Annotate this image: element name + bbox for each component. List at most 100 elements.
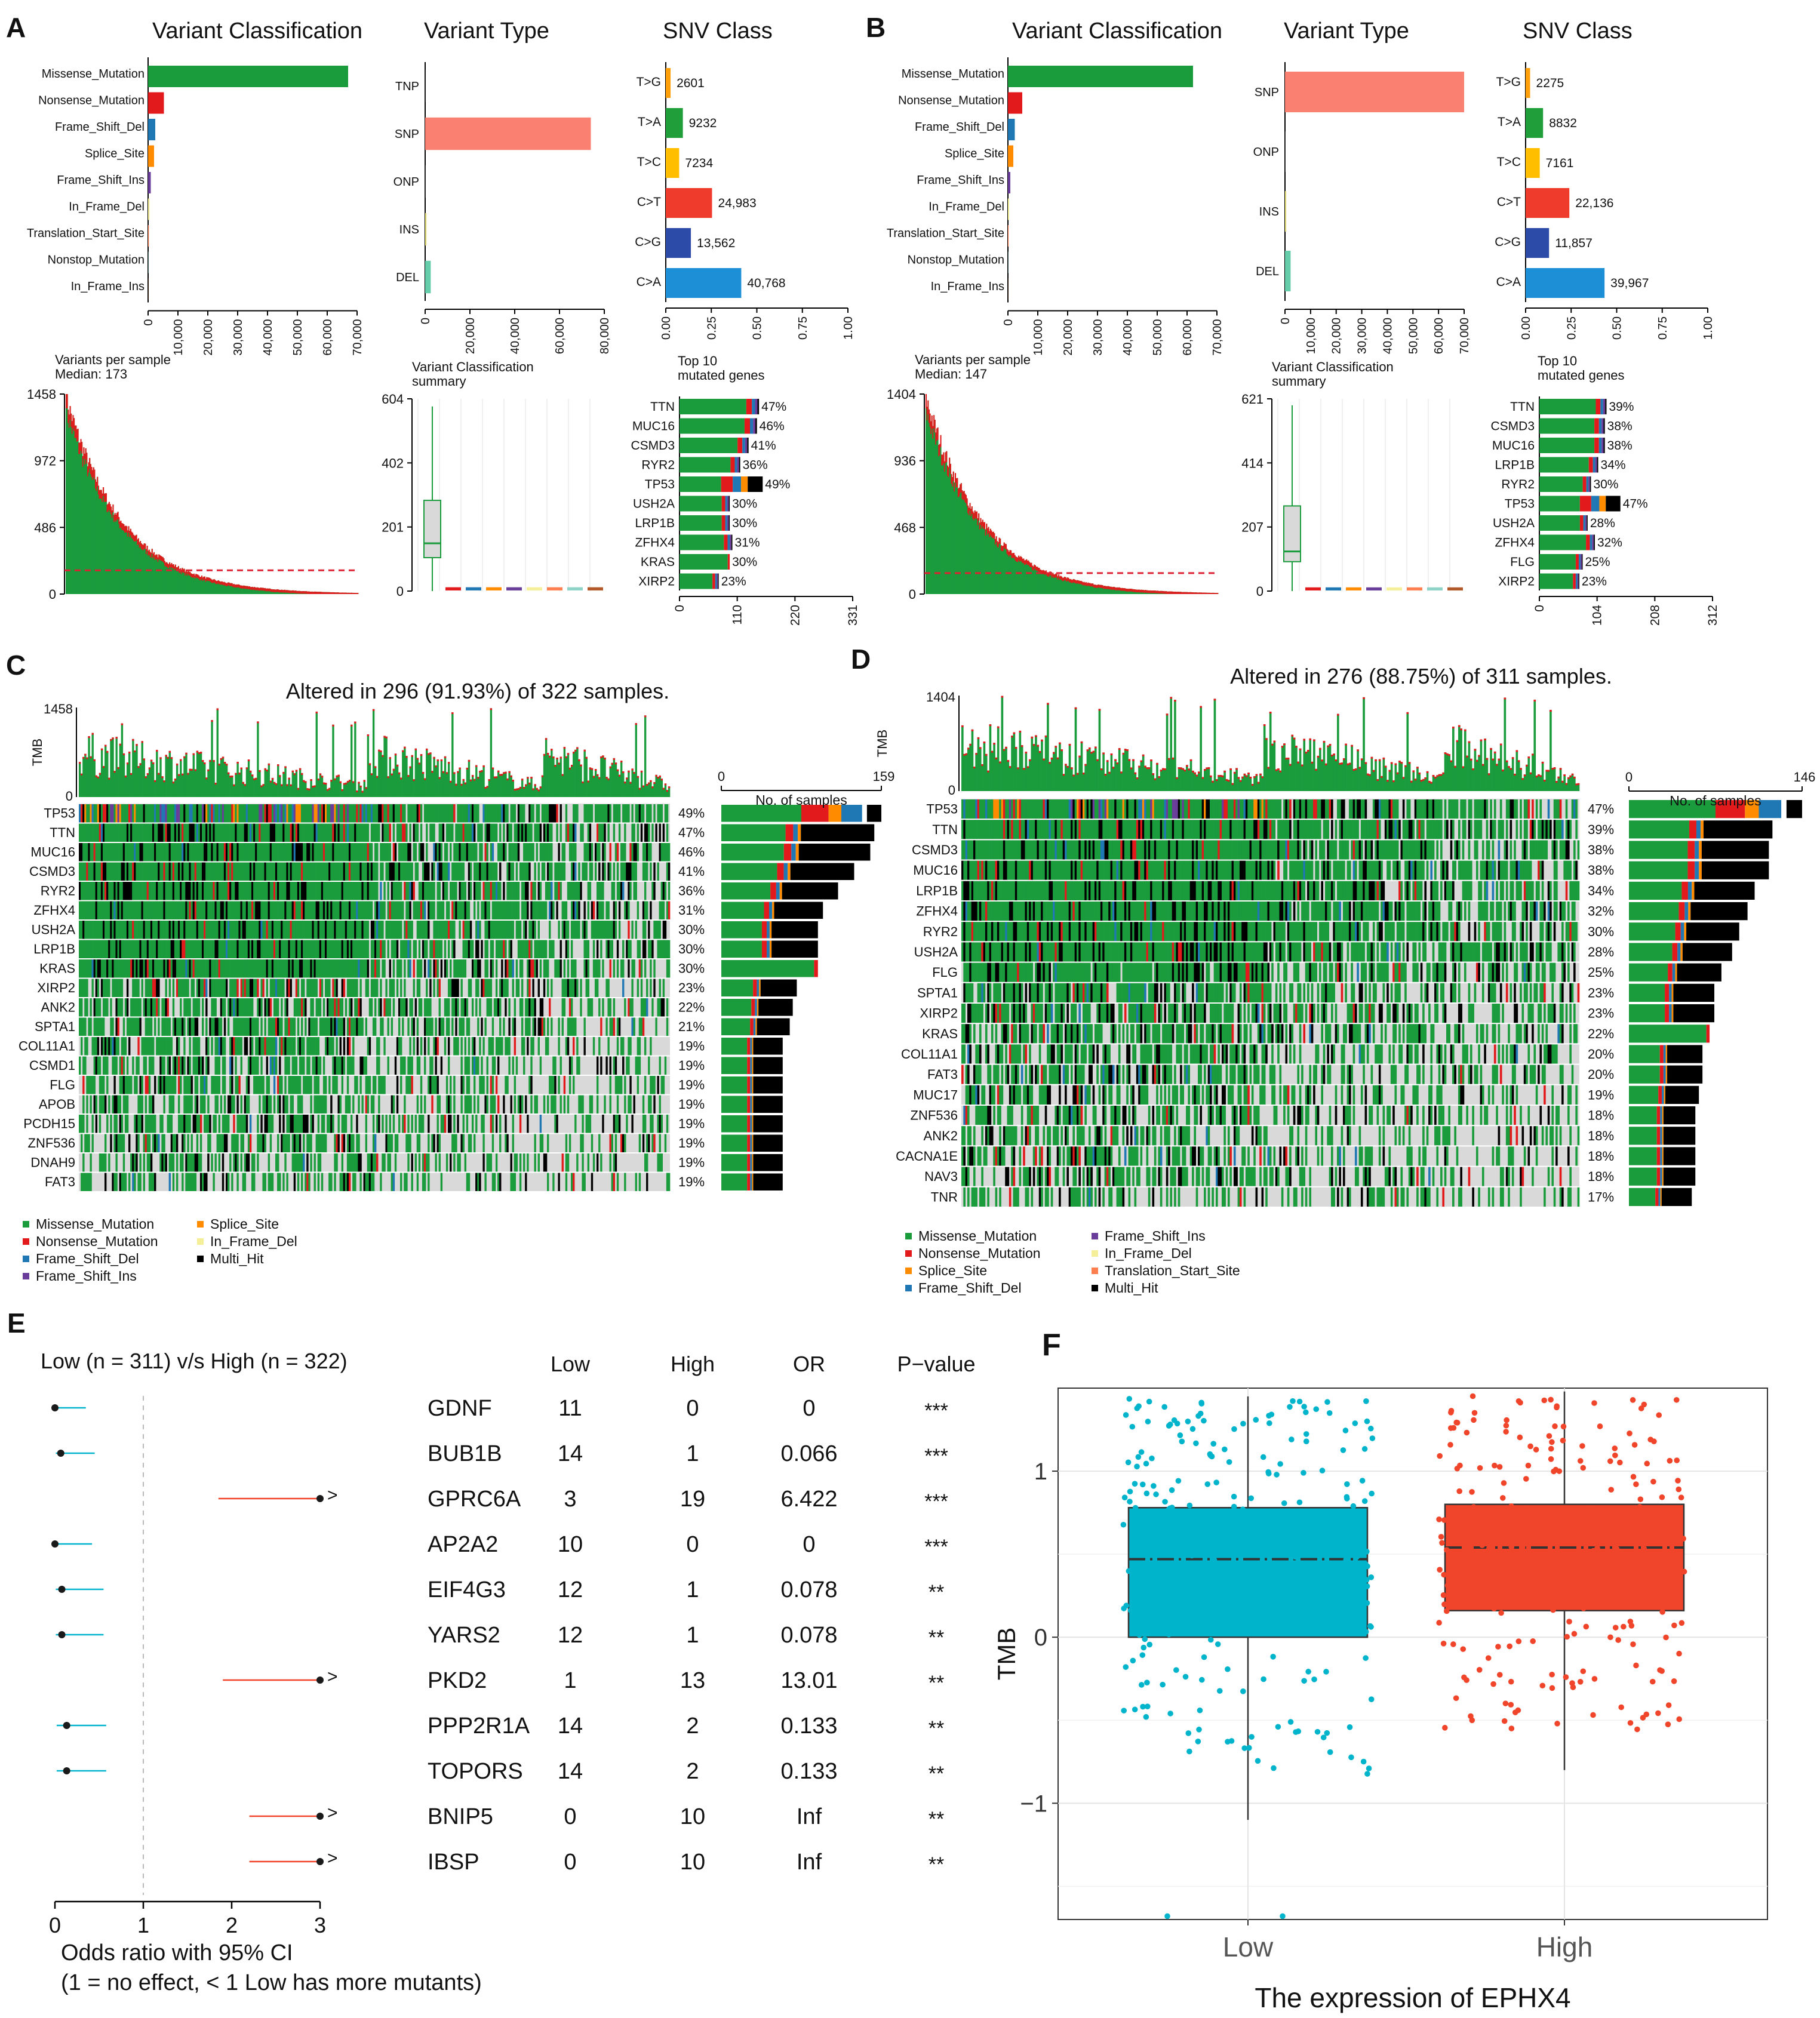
vcs-small-box bbox=[1427, 587, 1443, 590]
vps-median: Median: 173 bbox=[55, 367, 127, 382]
oncoplot-cell bbox=[231, 882, 233, 900]
oncoplot-cell bbox=[378, 901, 380, 919]
oncoplot-cell bbox=[514, 882, 517, 900]
oncoplot-cell bbox=[477, 940, 479, 958]
oncoplot-cell bbox=[585, 940, 588, 958]
vps-bar bbox=[163, 558, 165, 594]
oncoplot-cell bbox=[646, 823, 648, 842]
vcs-small-box bbox=[547, 587, 562, 590]
oncoplot-cell bbox=[130, 940, 133, 958]
oncoplot-cell bbox=[277, 979, 279, 997]
oncoplot-cell bbox=[126, 979, 129, 997]
tmb-bar bbox=[435, 765, 437, 797]
vps-bar bbox=[118, 517, 120, 594]
oncoplot-cell bbox=[268, 901, 270, 919]
oncoplot-cell bbox=[126, 843, 129, 862]
oncoplot-cell bbox=[521, 882, 524, 900]
oncoplot-cell bbox=[460, 823, 463, 842]
oncoplot-cell bbox=[597, 940, 599, 958]
oncoplot-cell bbox=[222, 804, 225, 823]
oncoplot-cell bbox=[587, 843, 590, 862]
tmb-bar-top bbox=[247, 759, 250, 762]
oncoplot-cell bbox=[657, 804, 659, 823]
tmb-bar-top bbox=[411, 755, 413, 757]
oncoplot-cell bbox=[514, 823, 517, 842]
oncoplot-cell bbox=[414, 862, 417, 881]
oncoplot-cell bbox=[99, 843, 102, 862]
vps-bar bbox=[193, 573, 195, 594]
tmb-bar bbox=[503, 772, 505, 797]
vps-bar-top bbox=[963, 491, 964, 500]
oncoplot-cell bbox=[115, 882, 118, 900]
tmb-bar bbox=[223, 762, 226, 797]
top-bar bbox=[1578, 554, 1581, 570]
vps-bar-top bbox=[938, 445, 940, 457]
oncoplot-cell bbox=[576, 979, 579, 997]
top-bar bbox=[755, 399, 758, 414]
oncoplot-cell bbox=[172, 882, 175, 900]
vps-bar-top bbox=[1090, 583, 1092, 587]
oncoplot-cell bbox=[503, 804, 505, 823]
oncoplot-cell bbox=[295, 882, 298, 900]
oncoplot-cell bbox=[514, 901, 517, 919]
oncoplot-cell bbox=[90, 882, 92, 900]
top-gene: KRAS bbox=[641, 555, 675, 569]
oncoplot-cell bbox=[367, 804, 370, 823]
tmb-bar bbox=[609, 766, 611, 797]
snv-bar bbox=[1526, 188, 1570, 218]
oncoplot-cell bbox=[545, 959, 548, 978]
oncoplot-cell bbox=[662, 901, 665, 919]
oncoplot-side-bar bbox=[798, 824, 801, 841]
oncoplot-cell bbox=[273, 979, 276, 997]
oncoplot-cell bbox=[368, 882, 371, 900]
oncoplot-cell bbox=[327, 921, 329, 939]
oncoplot-cell bbox=[499, 940, 502, 958]
oncoplot-cell bbox=[176, 882, 179, 900]
tmb-bar bbox=[279, 775, 281, 797]
vps-bar-top bbox=[985, 529, 986, 536]
oncoplot-cell bbox=[436, 940, 439, 958]
vps-bar-top bbox=[1180, 592, 1182, 594]
oncoplot-cell bbox=[102, 862, 105, 881]
oncoplot-cell bbox=[573, 979, 575, 997]
oncoplot-cell bbox=[341, 940, 344, 958]
oncoplot-cell bbox=[346, 901, 349, 919]
oncoplot-cell bbox=[220, 940, 223, 958]
tmb-bar-top bbox=[286, 784, 288, 786]
oncoplot-cell bbox=[119, 804, 122, 823]
oncoplot-cell bbox=[495, 921, 498, 939]
oncoplot-cell bbox=[183, 862, 186, 881]
vps-bar-top bbox=[104, 493, 106, 502]
vps-bar-top bbox=[77, 429, 79, 441]
vc-tick-label: 50,000 bbox=[291, 319, 305, 356]
top-bar bbox=[755, 418, 757, 434]
vps-bar-top bbox=[134, 536, 136, 542]
oncoplot-cell bbox=[99, 940, 102, 958]
oncoplot-cell bbox=[559, 862, 562, 881]
tmb-bar bbox=[618, 774, 621, 797]
vps-bar-top bbox=[1086, 583, 1088, 587]
oncoplot-side-bar bbox=[721, 921, 762, 939]
oncoplot-cell bbox=[190, 882, 193, 900]
oncoplot-cell bbox=[106, 979, 109, 997]
oncoplot-cell bbox=[102, 804, 105, 823]
vps-bar-top bbox=[340, 592, 342, 594]
oncoplot-cell bbox=[266, 882, 268, 900]
oncoplot-cell bbox=[209, 823, 211, 842]
tmb-bar-top bbox=[81, 773, 83, 776]
oncoplot-cell bbox=[291, 843, 294, 862]
vc-bar bbox=[148, 172, 151, 193]
oncoplot-cell bbox=[260, 901, 263, 919]
top-bar bbox=[1539, 515, 1580, 531]
vps-bar-top bbox=[1177, 592, 1179, 594]
oncoplot-cell bbox=[81, 940, 83, 958]
oncoplot-cell bbox=[150, 843, 153, 862]
vps-bar-top bbox=[73, 418, 75, 431]
oncoplot-cell bbox=[286, 843, 288, 862]
oncoplot-cell bbox=[570, 940, 573, 958]
tmb-bar-top bbox=[534, 784, 536, 786]
vps-bar-top bbox=[928, 409, 930, 423]
tmb-bar-top bbox=[512, 779, 514, 782]
vps-bar bbox=[226, 583, 228, 594]
vps-bar bbox=[265, 587, 266, 594]
